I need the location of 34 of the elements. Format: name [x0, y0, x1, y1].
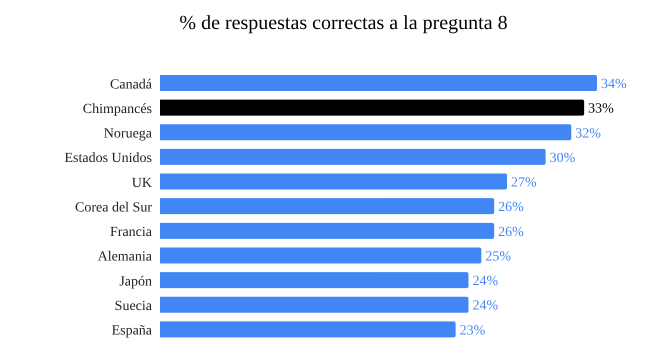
bar [160, 148, 546, 165]
bar [160, 247, 482, 264]
data-label: 25% [485, 249, 512, 264]
y-tick-label: Noruega [104, 126, 153, 142]
bar [160, 174, 508, 190]
bar [160, 124, 572, 140]
chart-title: % de respuestas correctas a la pregunta 8 [178, 11, 509, 36]
y-tick-label: Suecia [114, 299, 153, 314]
data-label: 27% [511, 176, 538, 191]
y-tick-label: Japón [119, 274, 152, 290]
bar [160, 321, 456, 338]
y-tick-label: Francia [110, 225, 153, 240]
y-tick-label: Corea del Sur [75, 200, 152, 216]
bar [160, 100, 584, 116]
y-tick-label: Canadá [110, 77, 153, 92]
data-label: 24% [472, 298, 498, 314]
y-tick-label: Chimpancés [82, 102, 152, 117]
bar [160, 198, 494, 214]
y-tick-label: Estados Unidos [64, 151, 152, 166]
data-label: 26% [498, 224, 524, 240]
y-tick-label: Alemania [98, 250, 153, 265]
y-tick-label: UK [132, 176, 152, 191]
data-label: 26% [498, 200, 524, 216]
data-label: 24% [472, 274, 498, 290]
bar [160, 296, 468, 313]
data-label: 30% [550, 150, 576, 166]
bar [160, 222, 494, 239]
y-tick-label: España [112, 324, 153, 339]
bar [160, 272, 468, 288]
data-label: 33% [588, 102, 614, 117]
data-label: 34% [601, 77, 627, 92]
data-label: 32% [575, 126, 602, 142]
data-label: 23% [460, 323, 486, 338]
bar [160, 75, 597, 91]
